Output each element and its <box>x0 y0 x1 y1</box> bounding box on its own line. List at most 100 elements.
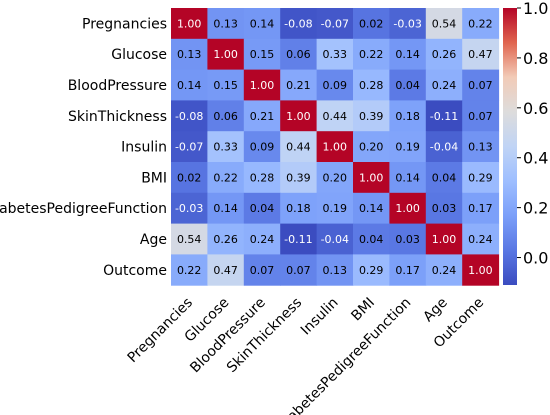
heatmap-cell <box>462 69 500 101</box>
heatmap-cell <box>207 38 245 71</box>
heatmap-cell <box>316 38 354 71</box>
heatmap-cell <box>425 38 463 71</box>
cell-value-label: 0.28 <box>250 171 275 184</box>
heatmap-cell <box>389 38 427 71</box>
cell-value-label: 0.13 <box>323 264 348 277</box>
heatmap-cell <box>316 162 354 194</box>
cell-value-label: 0.09 <box>323 79 348 92</box>
x-tick-label: Age <box>420 295 450 325</box>
heatmap-cell <box>171 131 208 163</box>
cell-value-label: 0.04 <box>250 202 275 215</box>
heatmap-cell <box>316 100 354 132</box>
heatmap-cell <box>425 254 463 286</box>
heatmap-cell <box>425 223 463 255</box>
cell-value-label: -0.07 <box>321 17 349 30</box>
cell-value-label: 0.14 <box>250 17 275 30</box>
heatmap-cell <box>280 38 318 71</box>
cell-value-label: 0.26 <box>432 48 457 61</box>
heatmap-cell <box>243 38 281 71</box>
heatmap-cell <box>316 8 354 40</box>
heatmap-cell <box>207 254 245 286</box>
colorbar-tick-label: 0.0 <box>523 249 548 268</box>
colorbar-tick-label: 0.6 <box>523 99 548 118</box>
heatmap-cell <box>171 162 208 194</box>
heatmap-cell <box>353 131 390 163</box>
cell-value-label: -0.08 <box>175 110 203 123</box>
cell-value-label: 0.04 <box>359 233 384 246</box>
y-tick-label: SkinThickness <box>68 109 167 125</box>
heatmap-cell <box>280 131 318 163</box>
heatmap-cell <box>389 8 427 40</box>
cell-value-label: 0.22 <box>213 171 238 184</box>
heatmap-cell <box>207 8 245 40</box>
cell-value-label: -0.11 <box>284 233 312 246</box>
heatmap-cell <box>316 131 354 163</box>
cell-value-label: 0.54 <box>432 17 457 30</box>
cell-value-label: 0.17 <box>395 264 420 277</box>
cell-value-label: 0.24 <box>250 233 275 246</box>
heatmap-cell <box>280 8 318 40</box>
heatmap-cell <box>316 69 354 101</box>
heatmap-cell <box>280 254 318 286</box>
cell-value-label: 0.14 <box>359 202 384 215</box>
heatmap-cell <box>243 162 281 194</box>
heatmap-cell <box>171 69 208 101</box>
heatmap-annotations: 1.00 0.13 0.14 -0.08 -0.07 0.02 -0.03 0.54 0.22 0… <box>175 17 493 276</box>
cell-value-label: 0.15 <box>250 48 275 61</box>
heatmap-cell <box>425 69 463 101</box>
cell-value-label: 0.06 <box>213 110 238 123</box>
heatmap-cell <box>425 131 463 163</box>
cell-value-label: -0.04 <box>321 233 349 246</box>
heatmap-cell <box>316 192 354 225</box>
y-tick-label: DiabetesPedigreeFunction <box>0 201 167 217</box>
heatmap-cell <box>316 223 354 255</box>
cell-value-label: 1.00 <box>359 171 384 184</box>
y-tick-label: BMI <box>141 170 167 186</box>
heatmap-cell <box>171 254 208 286</box>
heatmap-cell <box>353 69 390 101</box>
cell-value-label: 1.00 <box>468 264 493 277</box>
cell-value-label: -0.08 <box>284 17 312 30</box>
colorbar-ticks: 0.0 0.2 0.4 0.6 0.8 1.0 <box>517 0 548 268</box>
heatmap-cell <box>353 254 390 286</box>
cell-value-label: -0.03 <box>175 202 203 215</box>
cell-value-label: 0.20 <box>359 141 384 154</box>
cell-value-label: 1.00 <box>432 233 457 246</box>
x-tick-label: Insulin <box>298 295 342 339</box>
heatmap-cell <box>243 100 281 132</box>
cell-value-label: 0.09 <box>250 141 275 154</box>
colorbar-tick-label: 0.4 <box>523 149 548 168</box>
y-tick-label: Age <box>140 232 167 248</box>
heatmap-cell <box>353 8 390 40</box>
y-tick-label: Pregnancies <box>82 16 167 32</box>
heatmap-cell <box>243 8 281 40</box>
y-tick-label: Outcome <box>103 263 167 279</box>
cell-value-label: 0.20 <box>323 171 348 184</box>
cell-value-label: 0.03 <box>395 233 420 246</box>
heatmap-cell <box>207 192 245 225</box>
heatmap-cell <box>389 69 427 101</box>
cell-value-label: 0.39 <box>359 110 384 123</box>
cell-value-label: 0.18 <box>286 202 311 215</box>
cell-value-label: 0.02 <box>359 17 384 30</box>
cell-value-label: 0.14 <box>395 48 420 61</box>
heatmap-cell <box>207 100 245 132</box>
y-axis-tick-labels: Pregnancies Glucose BloodPressure SkinThick… <box>0 16 167 278</box>
heatmap-cell <box>389 100 427 132</box>
heatmap-cell <box>243 223 281 255</box>
cell-value-label: 0.07 <box>286 264 311 277</box>
cell-value-label: 0.21 <box>250 110 275 123</box>
heatmap-cell <box>171 192 208 225</box>
heatmap-cell <box>462 223 500 255</box>
colorbar-tick-label: 1.0 <box>523 0 548 18</box>
heatmap-cell <box>389 254 427 286</box>
cell-value-label: 0.24 <box>432 79 457 92</box>
cell-value-label: 0.26 <box>213 233 238 246</box>
heatmap-cell <box>425 8 463 40</box>
heatmap-cell <box>280 192 318 225</box>
cell-value-label: 0.06 <box>286 48 311 61</box>
cell-value-label: 1.00 <box>323 141 348 154</box>
heatmap-cell <box>243 254 281 286</box>
heatmap-cell <box>171 8 208 40</box>
heatmap-cell <box>280 162 318 194</box>
